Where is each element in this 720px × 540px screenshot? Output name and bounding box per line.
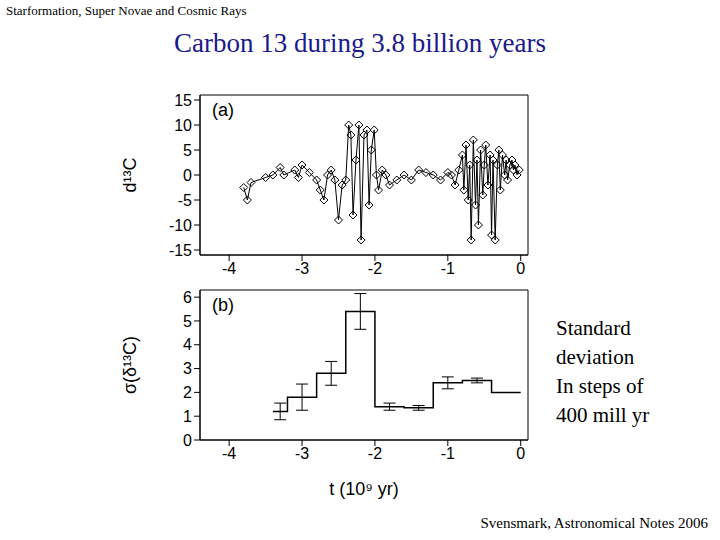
svg-text:-5: -5 [178, 192, 192, 209]
html-text:deviation: deviation [556, 345, 635, 369]
svg-text:0: 0 [183, 432, 192, 449]
svg-text:2: 2 [183, 384, 192, 401]
svg-text:0: 0 [183, 167, 192, 184]
svg-text:4: 4 [183, 336, 192, 353]
svg-text:-10: -10 [169, 217, 192, 234]
svg-text:-2: -2 [368, 260, 382, 277]
html-text:Carbon 13 during 3.8 billion y: Carbon 13 during 3.8 billion years [174, 28, 546, 58]
svg-text:-4: -4 [222, 445, 236, 462]
svg-text:0: 0 [516, 445, 525, 462]
html-text:(b): (b) [212, 295, 234, 315]
html-text:(a): (a) [212, 100, 234, 120]
svg-text:σ(δ¹³C): σ(δ¹³C) [120, 336, 140, 394]
svg-text:-1: -1 [441, 445, 455, 462]
svg-text:6: 6 [183, 289, 192, 306]
svg-text:1: 1 [183, 408, 192, 425]
svg-text:-1: -1 [441, 260, 455, 277]
svg-text:3: 3 [183, 360, 192, 377]
svg-text:5: 5 [183, 142, 192, 159]
svg-text:-2: -2 [368, 445, 382, 462]
svg-text:-3: -3 [295, 445, 309, 462]
svg-text:-4: -4 [222, 260, 236, 277]
html-text:Standard: Standard [556, 316, 631, 340]
svg-text:d¹³C: d¹³C [120, 158, 140, 193]
html-text:Svensmark, Astronomical Notes: Svensmark, Astronomical Notes 2006 [480, 515, 708, 531]
html-text:Starformation, Super Novae and: Starformation, Super Novae and Cosmic Ra… [6, 3, 247, 18]
svg-text:t (10⁹ yr): t (10⁹ yr) [329, 479, 399, 499]
html-text:400 mill yr: 400 mill yr [556, 403, 650, 427]
svg-text:-15: -15 [169, 242, 192, 259]
svg-text:5: 5 [183, 313, 192, 330]
svg-text:15: 15 [174, 92, 192, 109]
svg-text:10: 10 [174, 117, 192, 134]
html-text:In steps of: In steps of [556, 374, 644, 398]
svg-text:-3: -3 [295, 260, 309, 277]
svg-text:0: 0 [516, 260, 525, 277]
